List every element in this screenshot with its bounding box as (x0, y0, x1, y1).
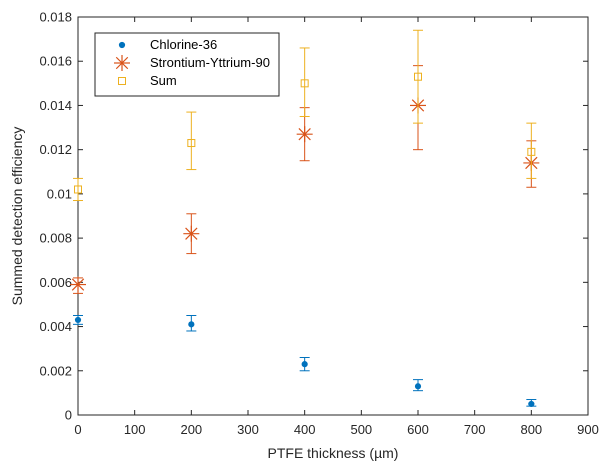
x-tick-label: 600 (407, 422, 429, 437)
data-point-stroke (185, 227, 198, 240)
y-tick-label: 0.01 (47, 186, 72, 201)
x-axis-ticks: 0 100 200 300 400 500 600 700 800 900 (74, 17, 599, 437)
legend-label-chlorine-36: Chlorine-36 (150, 37, 217, 52)
error-bar (299, 47, 310, 117)
data-point (414, 383, 422, 390)
x-tick-label: 0 (74, 422, 81, 437)
x-tick-label: 500 (350, 422, 372, 437)
y-tick-label: 0.018 (39, 10, 72, 25)
legend-markers (114, 41, 130, 85)
series-layer (70, 29, 540, 408)
data-point (300, 79, 309, 88)
legend-marker-stroke (115, 56, 129, 70)
x-tick-label: 800 (520, 422, 542, 437)
data-point (70, 276, 86, 293)
x-tick-label: 400 (294, 422, 316, 437)
y-axis-ticks: 0 0.002 0.004 0.006 0.008 0.01 0.012 0.014 0.016… (39, 10, 588, 423)
data-point (188, 321, 195, 328)
data-point (301, 361, 308, 368)
x-tick-label: 200 (180, 422, 202, 437)
y-tick-label: 0.004 (39, 319, 72, 334)
data-point (74, 316, 82, 324)
data-point-stroke (298, 128, 311, 141)
legend-marker (118, 41, 126, 49)
data-point (528, 400, 535, 408)
x-tick-label: 100 (124, 422, 146, 437)
legend-label-sum: Sum (150, 73, 177, 88)
data-point (527, 147, 536, 156)
data-point-stroke (71, 278, 85, 291)
legend-label-strontium-yttrium-90: Strontium-Yttrium-90 (150, 55, 270, 70)
data-point (296, 126, 313, 143)
data-point (183, 225, 200, 242)
y-tick-label: 0.008 (39, 231, 72, 246)
y-tick-label: 0.016 (39, 54, 72, 69)
y-tick-label: 0.002 (39, 363, 72, 378)
y-tick-label: 0.006 (39, 275, 72, 290)
x-tick-label: 300 (237, 422, 259, 437)
error-bar (186, 111, 197, 171)
y-axis-label: Summed detection efficiency (9, 127, 25, 306)
x-tick-label: 900 (577, 422, 599, 437)
error-bar (73, 177, 83, 202)
legend-marker (114, 55, 130, 71)
legend-box (94, 32, 280, 97)
series-sum (73, 29, 537, 202)
x-tick-label: 700 (464, 422, 486, 437)
y-tick-label: 0.014 (39, 98, 72, 113)
y-tick-label: 0 (65, 408, 72, 423)
x-axis-label: PTFE thickness (µm) (268, 445, 399, 461)
data-point (414, 72, 422, 81)
legend-marker (118, 77, 126, 85)
error-bar (413, 29, 423, 124)
legend: Chlorine-36 Strontium-Yttrium-90 Sum (94, 32, 280, 97)
series-chlorine-36 (73, 315, 537, 408)
y-tick-label: 0.012 (39, 142, 72, 157)
error-bar (526, 122, 537, 179)
data-point (74, 185, 82, 194)
data-point (187, 139, 196, 148)
